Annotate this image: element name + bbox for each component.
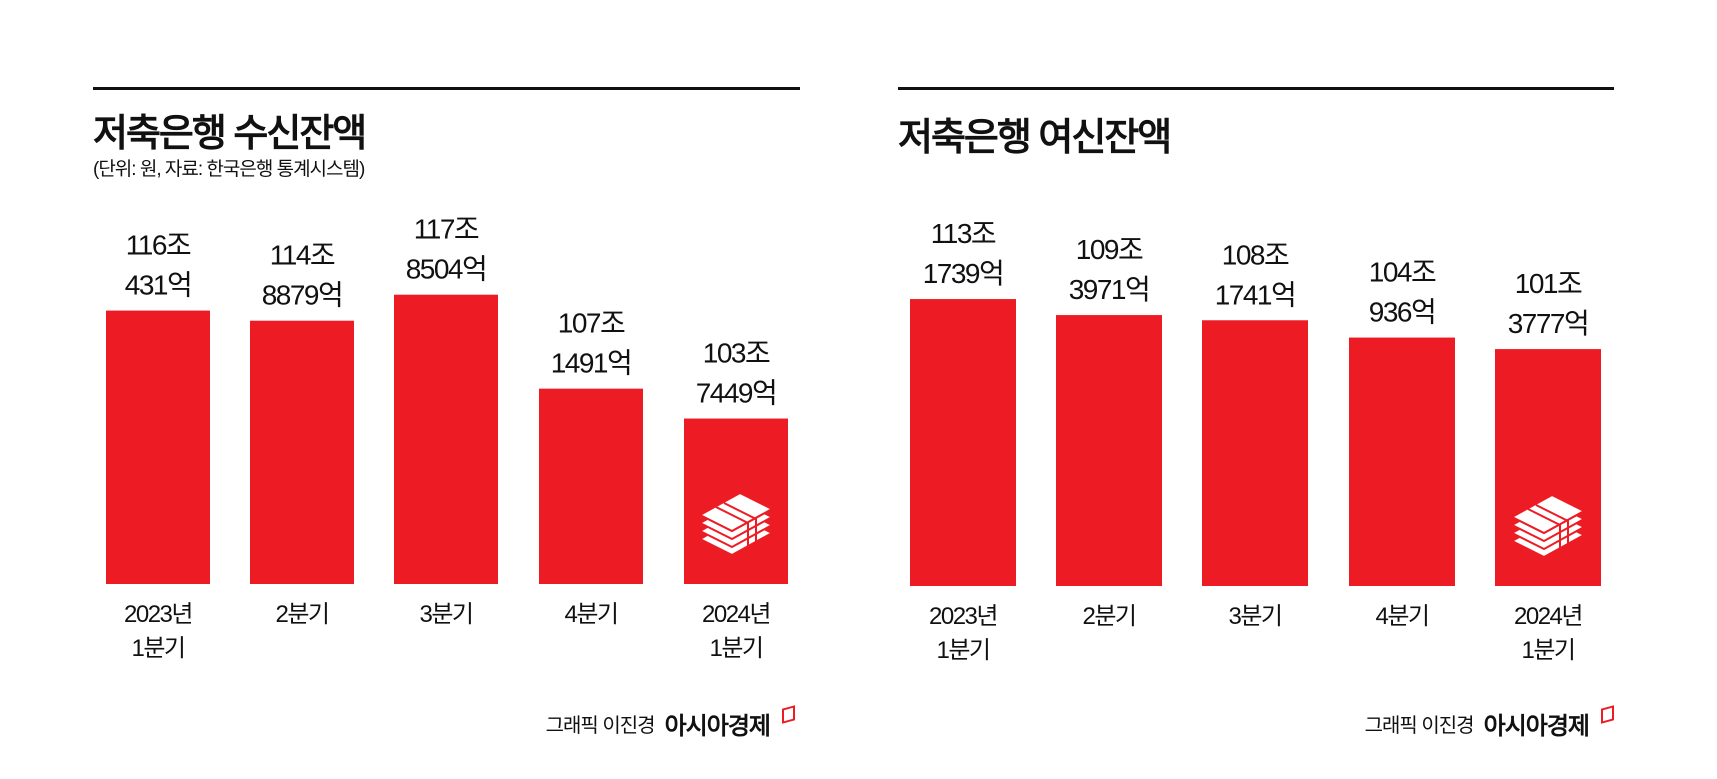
footer: 그래픽 이진경 아시아경제 [1364, 705, 1614, 741]
data-label: 8879억 [262, 280, 343, 311]
data-label: 3971억 [1069, 274, 1150, 305]
data-label: 108조 [1222, 239, 1289, 270]
money-stack-icon [1509, 493, 1587, 559]
data-label: 936억 [1369, 297, 1435, 328]
data-label: 431억 [125, 270, 191, 301]
chart-title: 저축은행 수신잔액 [93, 113, 367, 155]
data-label: 113조 [931, 218, 996, 249]
brand-logo: 아시아경제 [664, 713, 771, 740]
loan-panel: 저축은행 여신잔액 113조 1739억 2023년 1분기 109조 3971억 2분기 1… [860, 0, 1717, 779]
data-label: 107조 [558, 308, 625, 339]
category-label: 1분기 [1521, 637, 1574, 664]
bar [1202, 320, 1308, 586]
category-label: 2023년 [929, 603, 997, 630]
graphic-credit: 그래픽 이진경 [1364, 715, 1475, 737]
category-label: 4분기 [1375, 603, 1428, 630]
category-label: 2024년 [702, 601, 770, 628]
bar [1349, 337, 1455, 586]
footer: 그래픽 이진경 아시아경제 [545, 705, 795, 741]
title-rule [93, 87, 800, 90]
bar [539, 388, 643, 584]
category-label: 2024년 [1514, 603, 1582, 630]
data-label: 117조 [414, 214, 479, 245]
chart-subtitle: (단위: 원, 자료: 한국은행 통계시스템) [93, 159, 365, 180]
brand-logo: 아시아경제 [1483, 713, 1590, 740]
category-label: 4분기 [564, 601, 617, 628]
data-label: 8504억 [406, 254, 487, 285]
bar [910, 299, 1016, 586]
bar [394, 294, 498, 584]
data-label: 109조 [1076, 234, 1143, 265]
data-label: 1741억 [1215, 279, 1296, 310]
category-label: 2분기 [275, 601, 328, 628]
category-label: 1분기 [936, 637, 989, 664]
data-label: 103조 [703, 338, 770, 369]
data-label: 101조 [1515, 268, 1582, 299]
deposit-bar-chart: 116조 431억 2023년 1분기 114조 8879억 2분기 117조 8504억 3분기… [106, 214, 788, 662]
money-stack-icon [697, 491, 775, 557]
bar [106, 310, 210, 584]
category-label: 3분기 [1228, 603, 1281, 630]
category-label: 3분기 [419, 601, 472, 628]
data-label: 1491억 [551, 348, 632, 379]
bar [250, 320, 354, 584]
bar [1056, 315, 1162, 586]
brand-mark-icon [1601, 705, 1614, 724]
data-label: 3777억 [1508, 308, 1589, 339]
data-label: 116조 [126, 230, 191, 261]
chart-title: 저축은행 여신잔액 [898, 117, 1172, 159]
data-label: 104조 [1369, 257, 1436, 288]
category-label: 1분기 [709, 635, 762, 662]
graphic-credit: 그래픽 이진경 [545, 715, 656, 737]
data-label: 114조 [270, 240, 335, 271]
title-rule [898, 87, 1614, 90]
loan-bar-chart: 113조 1739억 2023년 1분기 109조 3971억 2분기 108조 1741억 3분… [910, 218, 1601, 664]
category-label: 2023년 [124, 601, 192, 628]
deposit-panel: 저축은행 수신잔액 (단위: 원, 자료: 한국은행 통계시스템) 116조 43… [93, 87, 800, 741]
category-label: 1분기 [131, 635, 184, 662]
category-label: 2분기 [1082, 603, 1135, 630]
brand-mark-icon [782, 705, 795, 724]
data-label: 1739억 [923, 258, 1004, 289]
data-label: 7449억 [696, 378, 777, 409]
